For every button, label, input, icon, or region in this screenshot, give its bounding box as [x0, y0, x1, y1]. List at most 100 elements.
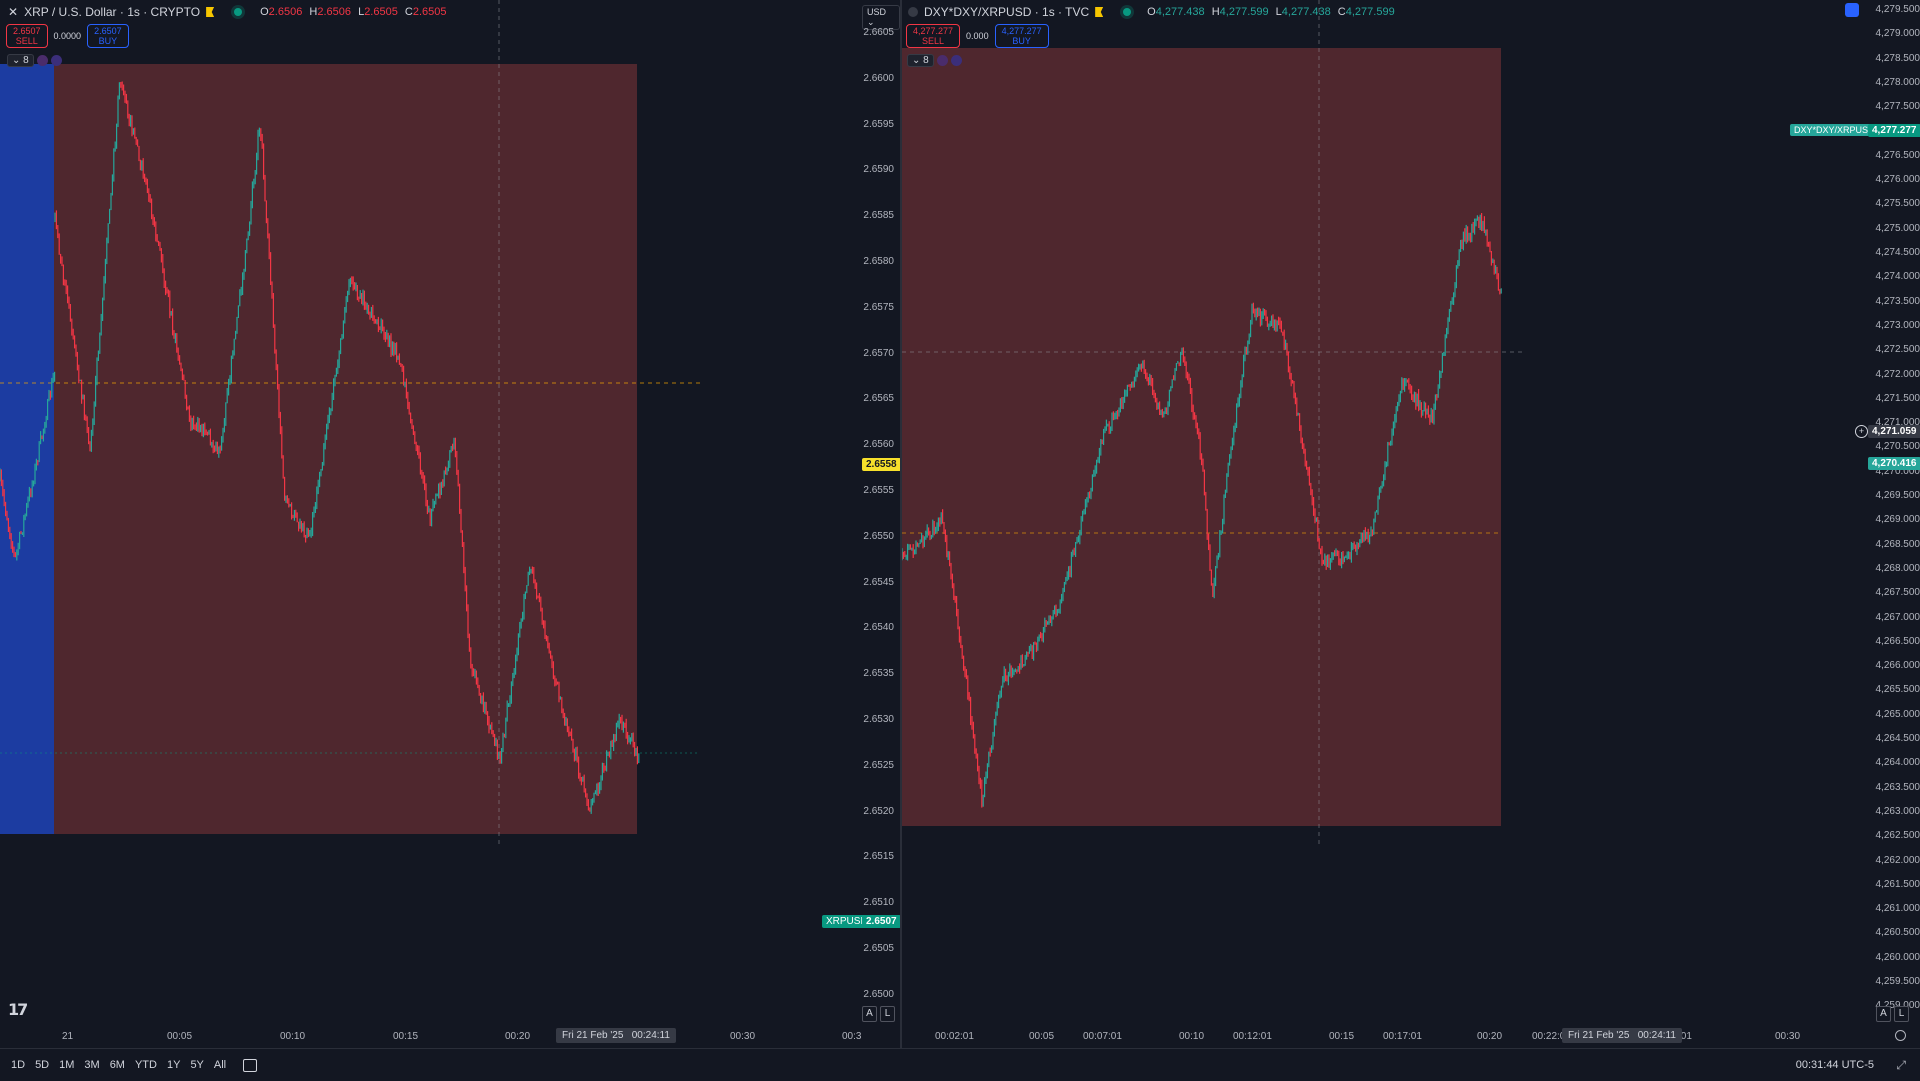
range-button-1m[interactable]: 1M: [59, 1059, 75, 1071]
time-tick: 00:20: [1477, 1031, 1503, 1042]
price-tick: 4,270.500: [1875, 441, 1920, 453]
green-price-tag: 4,270.416: [1868, 457, 1920, 470]
right-price-chart[interactable]: [902, 0, 1920, 1048]
currency-selector[interactable]: USD ⌄: [862, 5, 900, 30]
chevron-down-icon: ⌄: [867, 17, 875, 27]
buy-button[interactable]: 4,277.277 BUY: [994, 24, 1049, 48]
price-tick: 2.6520: [863, 805, 894, 817]
left-legend: ✕ XRP / U.S. Dollar · 1s · CRYPTO O2.650…: [8, 5, 447, 19]
auto-scale-button[interactable]: A: [1876, 1006, 1891, 1022]
indicator-icon[interactable]: [936, 55, 948, 66]
chevron-down-icon: ⌄: [12, 55, 21, 66]
range-button-5d[interactable]: 5D: [35, 1059, 50, 1071]
left-chart-pane[interactable]: ✕ XRP / U.S. Dollar · 1s · CRYPTO O2.650…: [0, 0, 900, 1048]
price-tick: 2.6580: [863, 256, 894, 267]
sell-button[interactable]: 2.6507 SELL: [6, 24, 48, 48]
range-button-1d[interactable]: 1D: [11, 1059, 26, 1071]
right-scale-buttons: A L: [1876, 1006, 1909, 1022]
fullscreen-icon[interactable]: ⤢: [1896, 1057, 1906, 1072]
highlight-zone: [54, 64, 637, 834]
price-tick: 4,266.000: [1875, 660, 1920, 672]
left-symbol-title[interactable]: XRP / U.S. Dollar · 1s · CRYPTO: [24, 5, 201, 19]
tradingview-logo: 17: [8, 1000, 28, 1019]
price-tick: 2.6560: [863, 439, 894, 451]
right-symbol-title[interactable]: DXY*DXY/XRPUSD · 1s · TVC: [924, 5, 1090, 19]
spread-value: 0.000: [966, 31, 989, 41]
right-chart-pane[interactable]: DXY*DXY/XRPUSD · 1s · TVC O4,277.438 H4,…: [902, 0, 1920, 1048]
price-tick: 4,263.500: [1875, 781, 1920, 793]
sell-button[interactable]: 4,277.277 SELL: [906, 24, 961, 48]
clock-display[interactable]: 00:31:44 UTC-5: [1795, 1059, 1874, 1071]
price-tick: 2.6535: [863, 668, 894, 680]
buy-button[interactable]: 2.6507 BUY: [87, 24, 129, 48]
pane-divider[interactable]: [900, 0, 902, 1048]
log-scale-button[interactable]: L: [880, 1006, 895, 1022]
right-legend: DXY*DXY/XRPUSD · 1s · TVC O4,277.438 H4,…: [908, 5, 1395, 19]
calendar-icon[interactable]: [243, 1058, 258, 1072]
bottom-toolbar: 1D 5D 1M 3M 6M YTD 1Y 5Y All 00:31:44 UTC-5 ⤢: [0, 1048, 1920, 1081]
range-button-5y[interactable]: 5Y: [190, 1059, 204, 1071]
indicator-icon[interactable]: [50, 55, 62, 66]
range-button-3m[interactable]: 3M: [84, 1059, 100, 1071]
flag-icon: [1095, 7, 1104, 17]
price-tick: 2.6525: [863, 759, 894, 771]
left-ohlc: O2.6506 H2.6506 L2.6505 C2.6505: [260, 6, 447, 18]
price-tick: 2.6540: [863, 622, 894, 634]
left-trade-panel: 2.6507 SELL 0.0000 2.6507 BUY: [6, 24, 129, 48]
price-tick: 4,273.500: [1875, 295, 1920, 307]
range-button-ytd[interactable]: YTD: [134, 1059, 157, 1071]
price-tick: 2.6505: [863, 943, 894, 954]
price-tick: 4,264.500: [1875, 733, 1920, 744]
crosshair-price-tag: 4,271.059: [1868, 425, 1920, 438]
price-tick: 4,264.000: [1875, 757, 1920, 769]
price-tick: 4,278.000: [1875, 76, 1920, 88]
axis-settings-icon[interactable]: [1895, 1030, 1906, 1041]
price-tick: 4,259.500: [1875, 976, 1920, 987]
crosshair-add-icon[interactable]: +: [1855, 425, 1868, 438]
crosshair-date-tag: Fri 21 Feb '25 00:24:11: [556, 1028, 676, 1043]
price-tick: 4,279.500: [1875, 4, 1920, 15]
price-tick: 4,271.500: [1875, 392, 1920, 404]
price-tick: 4,262.000: [1875, 854, 1920, 866]
price-tick: 4,269.500: [1875, 490, 1920, 501]
time-tick: 21: [62, 1031, 74, 1042]
spread-value: 0.0000: [53, 31, 82, 41]
last-symbol-tag: XRPUSD: [822, 915, 872, 928]
price-tick: 4,277.500: [1875, 101, 1920, 113]
date-range-selector: 1D 5D 1M 3M 6M YTD 1Y 5Y All: [4, 1057, 229, 1073]
close-icon[interactable]: ✕: [8, 5, 19, 19]
flag-icon: [206, 7, 215, 17]
last-symbol-tag: DXY*DXY/XRPUSD: [1790, 124, 1879, 136]
price-tick: 4,259.000: [1870, 1000, 1920, 1011]
time-tick: 00:12:01: [1233, 1031, 1272, 1042]
price-tick: 4,272.000: [1875, 368, 1920, 380]
right-indicators-toggle[interactable]: ⌄ 8: [907, 54, 962, 67]
crosshair-price-tag: 2.6558: [862, 458, 900, 471]
time-tick: 00:05: [1029, 1031, 1055, 1042]
indicator-icon[interactable]: [36, 55, 48, 66]
chevron-down-icon: ⌄: [912, 55, 921, 66]
price-tick: 2.6515: [863, 851, 894, 863]
left-price-chart[interactable]: [0, 0, 900, 1048]
left-indicators-toggle[interactable]: ⌄ 8: [7, 54, 62, 67]
time-tick: 00:17:01: [1383, 1031, 1422, 1042]
price-tick: 2.6550: [863, 530, 894, 542]
time-tick: 00:10: [1179, 1031, 1205, 1042]
price-tick: 4,274.500: [1875, 247, 1920, 258]
highlight-zone-blue: [0, 64, 54, 834]
price-tick: 4,274.000: [1875, 271, 1920, 283]
range-button-1y[interactable]: 1Y: [166, 1059, 181, 1071]
settings-icon[interactable]: [1845, 3, 1859, 17]
time-tick: 00:3: [842, 1031, 862, 1042]
price-tick: 2.6570: [863, 347, 894, 359]
last-price-tag: 2.6507: [862, 915, 900, 928]
price-tick: 4,276.500: [1875, 149, 1920, 161]
log-scale-button[interactable]: L: [1894, 1006, 1909, 1022]
right-trade-panel: 4,277.277 SELL 0.000 4,277.277 BUY: [906, 24, 1049, 48]
market-status-icon: [234, 8, 243, 16]
range-button-6m[interactable]: 6M: [109, 1059, 125, 1071]
indicator-icon[interactable]: [950, 55, 962, 66]
auto-scale-button[interactable]: A: [862, 1006, 877, 1022]
left-scale-buttons: A L: [862, 1006, 895, 1022]
range-button-all[interactable]: All: [213, 1059, 227, 1071]
